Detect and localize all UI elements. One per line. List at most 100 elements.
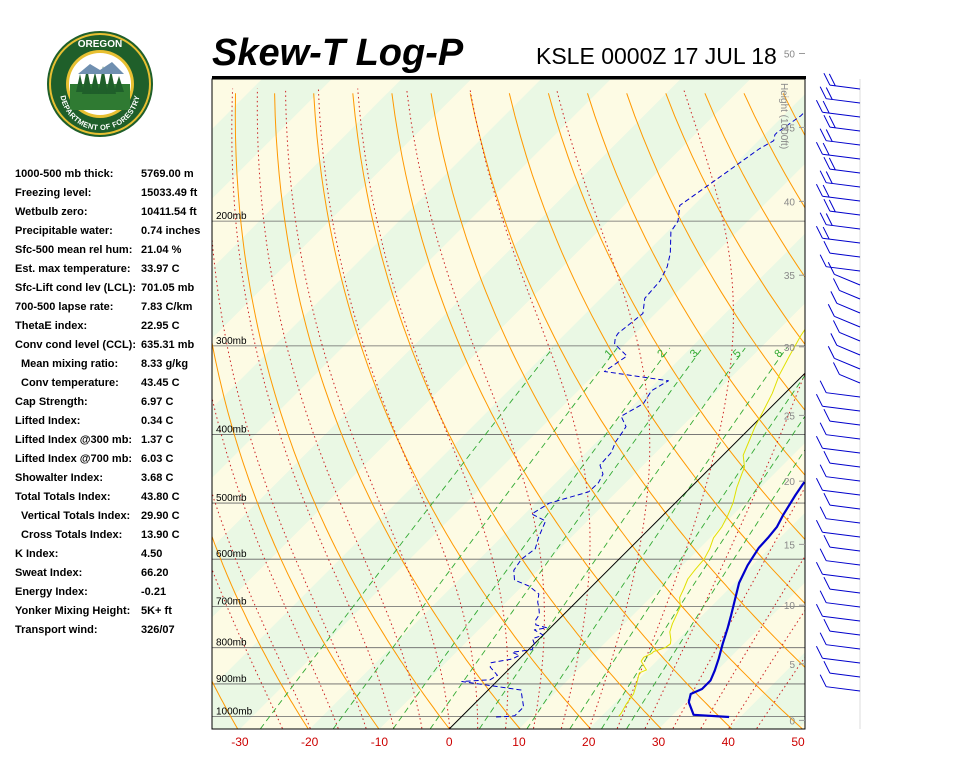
wind-barb <box>823 198 861 216</box>
wind-barb-staff <box>822 531 861 538</box>
wind-barb-staff <box>829 84 861 90</box>
isotherm-band <box>868 79 960 729</box>
wind-barb-flag <box>823 240 831 254</box>
stat-value: 4.50 <box>141 548 163 560</box>
height-tick-label: 25 <box>784 411 796 422</box>
temperature-tick-label: 30 <box>652 735 666 749</box>
chart-title: Skew-T Log-P <box>212 32 464 74</box>
wind-barb <box>815 603 861 622</box>
stat-value: 33.97 C <box>141 263 180 275</box>
stat-label: Lifted Index @300 mb: <box>15 434 133 446</box>
wind-barb-staff <box>822 615 861 622</box>
wind-barb-staff <box>826 140 861 146</box>
wind-barb <box>823 156 861 174</box>
dry-adiabat <box>547 93 805 541</box>
stat-value: 326/07 <box>141 624 175 636</box>
wind-barb-flag <box>828 157 836 171</box>
wind-barb-flag <box>825 87 833 100</box>
wind-barb <box>819 212 861 230</box>
moist-adiabat <box>469 88 591 729</box>
stat-value: 10411.54 ft <box>141 206 197 218</box>
wind-barb-staff <box>826 686 861 692</box>
wind-barb-flag <box>825 129 833 142</box>
wind-barb-staff <box>829 588 861 594</box>
stat-label: Lifted Index @700 mb: <box>15 453 133 465</box>
isotherm-band <box>588 512 805 729</box>
pressure-tick-label: 700mb <box>216 597 247 608</box>
moist-adiabat <box>406 88 545 729</box>
wind-barb-flag <box>815 225 823 239</box>
stat-label: K Index: <box>15 548 59 560</box>
wind-barb-flag <box>823 450 831 464</box>
wind-barb-staff <box>839 331 861 342</box>
wind-barb-flag <box>823 534 831 548</box>
dry-adiabat <box>665 93 805 346</box>
wind-barb-flag <box>815 519 823 533</box>
wind-barb <box>815 477 861 496</box>
wind-barb-staff <box>822 489 861 496</box>
stat-value: 15033.49 ft <box>141 187 198 199</box>
mixing-ratio-line <box>332 347 618 729</box>
height-tick-label: 35 <box>784 271 796 282</box>
wind-barb <box>827 346 861 370</box>
wind-barb-flag <box>819 590 827 603</box>
wind-barb-flag <box>819 380 827 393</box>
wind-barb-flag <box>823 114 831 128</box>
stat-label: Conv temperature: <box>21 377 119 389</box>
stat-label: ThetaE index: <box>15 320 88 332</box>
wind-barb-flag <box>815 183 823 197</box>
wind-barb <box>823 492 861 510</box>
wind-barb <box>815 645 861 664</box>
stat-value: 0.34 C <box>141 415 174 427</box>
wind-barb-flag <box>823 408 831 422</box>
wind-barb <box>815 141 861 160</box>
wind-barb <box>830 333 861 356</box>
moist-adiabat <box>256 88 423 729</box>
wind-barb <box>823 408 861 426</box>
stat-value: 22.95 C <box>141 320 180 332</box>
wind-barb-flag <box>823 492 831 506</box>
stat-label: Sfc-Lift cond lev (LCL): <box>15 282 136 294</box>
wind-barb-staff <box>826 476 861 482</box>
wind-barb-staff <box>826 182 861 188</box>
wind-barb-flag <box>823 156 831 170</box>
dry-adiabat <box>861 93 960 729</box>
wind-barb <box>823 72 861 90</box>
wind-barb <box>819 674 861 692</box>
dry-adiabat <box>313 93 592 729</box>
stat-value: 6.03 C <box>141 453 174 465</box>
dry-adiabat <box>234 93 450 729</box>
stat-label: Precipitable water: <box>15 225 113 237</box>
stat-value: 43.80 C <box>141 491 180 503</box>
wind-barb <box>823 576 861 594</box>
wind-barb-staff <box>822 405 861 412</box>
wind-barb <box>815 561 861 580</box>
moist-adiabat <box>357 88 509 729</box>
height-tick-label: 5 <box>789 660 795 671</box>
wind-barb-staff <box>829 672 861 678</box>
moist-adiabat <box>212 232 367 729</box>
wind-barb <box>827 262 861 286</box>
dry-adiabat <box>822 93 960 729</box>
stat-label: Lifted Index: <box>15 415 81 427</box>
wind-barb-flag <box>828 199 836 213</box>
wind-barb <box>815 519 861 538</box>
stat-value: 43.45 C <box>141 377 180 389</box>
stat-label: Showalter Index: <box>15 472 104 484</box>
wind-barb-flag <box>815 477 823 491</box>
wind-barb <box>823 450 861 468</box>
pressure-tick-label: 300mb <box>216 336 247 347</box>
stat-value: 66.20 <box>141 567 169 579</box>
dry-adiabat <box>212 535 309 729</box>
moist-adiabat <box>317 88 479 729</box>
moist-adiabat <box>285 88 451 729</box>
wind-barb-staff <box>839 373 861 384</box>
wind-barb <box>823 660 861 678</box>
temperature-tick-label: 20 <box>582 735 596 749</box>
dry-adiabat <box>15 93 97 729</box>
wind-barb-staff <box>829 420 861 426</box>
isotherm-band <box>212 94 805 729</box>
stat-value: -0.21 <box>141 586 167 598</box>
pressure-tick-label: 200mb <box>216 211 247 222</box>
dry-adiabat <box>940 93 960 729</box>
